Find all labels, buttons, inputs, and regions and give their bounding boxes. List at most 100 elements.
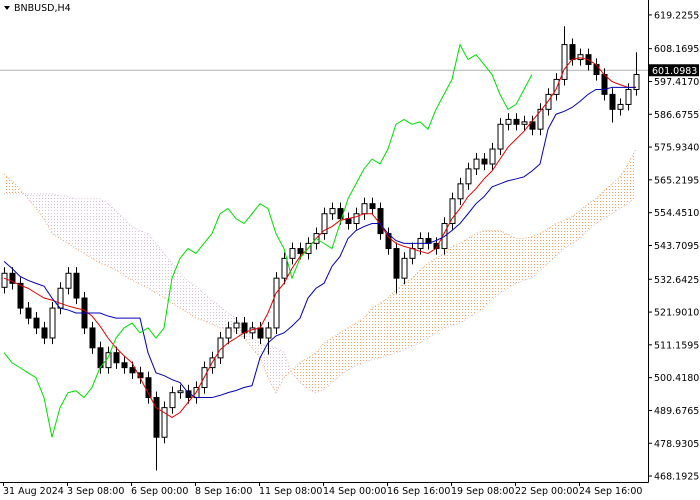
candle-body	[281, 257, 288, 279]
cloud-segment	[140, 230, 148, 289]
candle-body	[113, 352, 120, 364]
candle-body	[633, 74, 640, 90]
y-tick-label: 500.4180	[654, 373, 699, 384]
cloud-segment	[364, 308, 372, 363]
candle-body	[145, 377, 152, 399]
chart-title: BNBUSD,H4	[14, 3, 71, 14]
candle-body	[257, 327, 264, 339]
x-tick-label: 31 Aug 2024	[3, 486, 64, 497]
cloud-segment	[28, 193, 36, 209]
candle-body	[521, 121, 528, 125]
cloud-segment	[148, 233, 156, 294]
cloud-segment	[436, 253, 444, 333]
cloud-segment	[580, 203, 588, 239]
cloud-segment	[68, 196, 76, 249]
cloud-segment	[84, 198, 92, 259]
candle-body	[9, 272, 16, 284]
y-tick-label: 532.6425	[654, 275, 699, 286]
cloud-segment	[476, 230, 484, 313]
candle-body	[601, 74, 608, 95]
cloud-segment	[556, 220, 564, 257]
candle-body	[625, 88, 632, 105]
x-tick-label: 3 Sep 08:00	[67, 486, 124, 497]
candle-body	[473, 158, 480, 170]
cloud-segment	[116, 210, 124, 276]
candle-body	[553, 78, 560, 95]
cloud-segment	[212, 300, 220, 328]
cloud-segment	[4, 174, 12, 194]
candle-body	[89, 327, 96, 349]
candle-body	[241, 322, 248, 334]
candle-body	[361, 203, 368, 215]
cloud-segment	[492, 230, 500, 301]
candle-body	[401, 257, 408, 279]
indicator-line	[3, 57, 636, 418]
candle-body	[153, 397, 160, 438]
cloud-segment	[156, 243, 164, 299]
candle-body	[129, 367, 136, 374]
cloud-segment	[284, 352, 292, 378]
cloud-segment	[188, 281, 196, 319]
cloud-segment	[396, 283, 404, 353]
candle-body	[33, 317, 40, 329]
cloud-segment	[196, 286, 204, 321]
cloud-segment	[588, 198, 596, 231]
y-tick-label: 511.1595	[654, 340, 699, 351]
candle-body	[457, 183, 464, 200]
cloud-segment	[388, 290, 396, 356]
cloud-segment	[548, 223, 556, 264]
y-tick-label: 575.9340	[654, 143, 699, 154]
y-tick-label: 619.2255	[654, 10, 699, 21]
cloud-segment	[524, 236, 532, 281]
x-tick-label: 16 Sep 16:00	[387, 486, 450, 497]
cloud-segment	[428, 258, 436, 339]
cloud-segment	[572, 210, 580, 244]
cloud-segment	[420, 263, 428, 343]
x-tick-label: 11 Sep 08:00	[259, 486, 322, 497]
cloud-segment	[380, 298, 388, 358]
candle-body	[505, 118, 512, 125]
cloud-segment	[484, 230, 492, 309]
candle-body	[393, 248, 400, 279]
cloud-segment	[44, 193, 52, 234]
cloud-segment	[100, 198, 108, 267]
candle-body	[73, 272, 80, 299]
x-tick-label: 19 Sep 08:00	[451, 486, 514, 497]
y-tick-label: 489.6765	[654, 406, 699, 417]
cloud-segment	[76, 198, 84, 254]
cloud-segment	[268, 345, 276, 393]
menu-triangle[interactable]	[4, 6, 10, 10]
y-tick-label: 543.7095	[654, 241, 699, 252]
cloud-segment	[132, 226, 140, 285]
indicator-line	[3, 43, 533, 438]
cloud-segment	[564, 216, 572, 249]
cloud-segment	[108, 203, 116, 271]
candle-body	[1, 272, 8, 288]
candle-body	[529, 121, 536, 130]
cloud-segment	[444, 246, 452, 328]
candle-body	[297, 248, 304, 254]
cloud-segment	[404, 278, 412, 350]
y-tick-label: 521.9010	[654, 308, 699, 319]
y-tick-label: 478.9305	[654, 439, 699, 450]
x-tick-label: 14 Sep 00:00	[323, 486, 386, 497]
candle-body	[65, 272, 72, 289]
cloud-segment	[252, 338, 260, 358]
candle-body	[561, 44, 568, 80]
indicator-line	[3, 86, 636, 399]
candle-body	[273, 277, 280, 329]
cloud-segment	[36, 193, 44, 219]
cloud-segment	[300, 357, 308, 390]
x-tick-label: 24 Sep 16:00	[579, 486, 642, 497]
cloud-segment	[372, 303, 380, 360]
cloud-segment	[316, 342, 324, 393]
cloud-segment	[276, 347, 284, 393]
cloud-segment	[348, 323, 356, 370]
cloud-segment	[516, 238, 524, 284]
candle-body	[609, 93, 616, 110]
candle-body	[377, 208, 384, 235]
candle-body	[161, 407, 168, 438]
cloud-segment	[52, 193, 60, 239]
